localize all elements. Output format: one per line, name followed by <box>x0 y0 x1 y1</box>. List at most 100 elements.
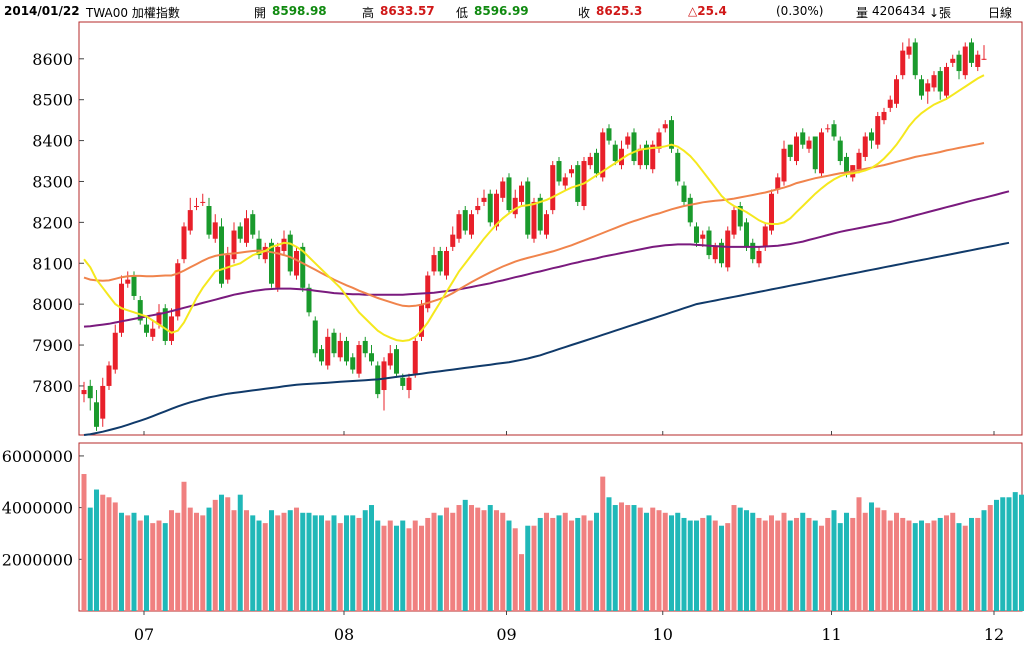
candle-body <box>325 336 331 366</box>
volume-bar <box>250 515 256 611</box>
volume-bar <box>512 528 518 611</box>
candle <box>869 128 874 149</box>
candle <box>725 226 731 272</box>
volume-bar <box>319 515 324 611</box>
candle-body <box>212 222 218 239</box>
candle-body <box>381 361 387 391</box>
candle-body <box>556 161 562 182</box>
candle <box>650 140 656 174</box>
candle-body <box>156 312 162 325</box>
candle-body <box>837 140 843 162</box>
candle-body <box>606 128 612 141</box>
volume-bar <box>981 510 987 611</box>
volume-bar <box>975 517 981 611</box>
candle-body <box>106 365 112 386</box>
candle-body <box>406 377 412 391</box>
candle <box>487 189 493 227</box>
volume-bar <box>937 517 943 611</box>
candle <box>744 218 749 251</box>
candle-body <box>631 132 637 162</box>
month-label: 10 <box>653 625 673 644</box>
volume-bar <box>106 497 112 611</box>
candle <box>394 345 399 378</box>
candle <box>569 165 574 178</box>
candle <box>200 193 206 207</box>
candle <box>825 124 831 133</box>
volume-bar <box>112 502 118 611</box>
price-panel-frame <box>78 21 1023 436</box>
volume-bar <box>781 512 787 611</box>
volume-bar <box>594 512 599 611</box>
candle <box>425 271 431 313</box>
volume-bar <box>725 523 731 611</box>
candle <box>812 136 818 174</box>
price-axis: 7800 7900 8000 8100 8200 8300 8400 8500 8600 <box>32 50 84 396</box>
candle <box>187 197 193 235</box>
volume-bar <box>894 512 899 611</box>
volume-bar <box>750 512 756 611</box>
candle <box>875 111 881 149</box>
volume-bar <box>350 515 356 611</box>
month-label: 11 <box>821 625 841 644</box>
candle-body <box>506 177 512 211</box>
candle-body <box>644 144 649 166</box>
candle-body <box>950 58 956 63</box>
candle-body <box>244 218 249 243</box>
volume-bar <box>944 515 949 611</box>
candle <box>350 353 356 374</box>
candle <box>544 210 549 239</box>
volume-bar <box>712 520 718 611</box>
candle-body <box>881 111 887 121</box>
candle <box>587 152 593 170</box>
volume-bar <box>987 505 993 611</box>
candle-body <box>262 246 268 260</box>
candle <box>287 230 293 276</box>
month-label: 07 <box>134 625 154 644</box>
candle <box>956 50 962 80</box>
candle <box>431 246 437 276</box>
candle <box>962 42 968 80</box>
volume-bar <box>544 512 549 611</box>
candle-body <box>612 144 618 162</box>
symbol-name: TWA00 加權指數 <box>86 6 180 20</box>
candle <box>887 95 893 112</box>
candle <box>644 140 649 170</box>
candle <box>162 304 168 346</box>
candle <box>625 132 631 149</box>
candle-body <box>412 340 418 374</box>
volume-bar <box>687 520 693 611</box>
volume-bar <box>950 512 956 611</box>
volume-bar <box>400 520 406 611</box>
volume-bar <box>87 507 93 611</box>
volume-bar <box>481 510 487 611</box>
month-axis: 070809101112012014 <box>134 431 1004 644</box>
candle-body <box>769 193 774 231</box>
volume-bar <box>412 520 418 611</box>
volume-bar <box>825 517 831 611</box>
volume-bar <box>487 505 493 611</box>
volume-bar <box>294 507 299 611</box>
candle <box>925 79 931 104</box>
candle-body <box>594 152 599 174</box>
candle-body <box>937 71 943 92</box>
candle <box>750 238 756 264</box>
candle <box>656 128 662 153</box>
volume-bar <box>881 510 887 611</box>
volume-bar <box>1000 497 1006 611</box>
candle-body <box>956 54 962 72</box>
candle-body <box>912 42 918 76</box>
candle <box>600 128 606 182</box>
volume-bar <box>244 510 249 611</box>
candle-body <box>281 238 287 251</box>
candle-body <box>387 353 393 366</box>
candle-body <box>869 132 874 141</box>
volume-bar <box>762 520 768 611</box>
candle-body <box>587 156 593 166</box>
candle-body <box>400 377 406 386</box>
candle-body <box>469 214 474 235</box>
candle <box>675 148 681 186</box>
volume-bar <box>212 499 218 611</box>
candle-body <box>575 165 581 202</box>
candle <box>181 222 187 264</box>
